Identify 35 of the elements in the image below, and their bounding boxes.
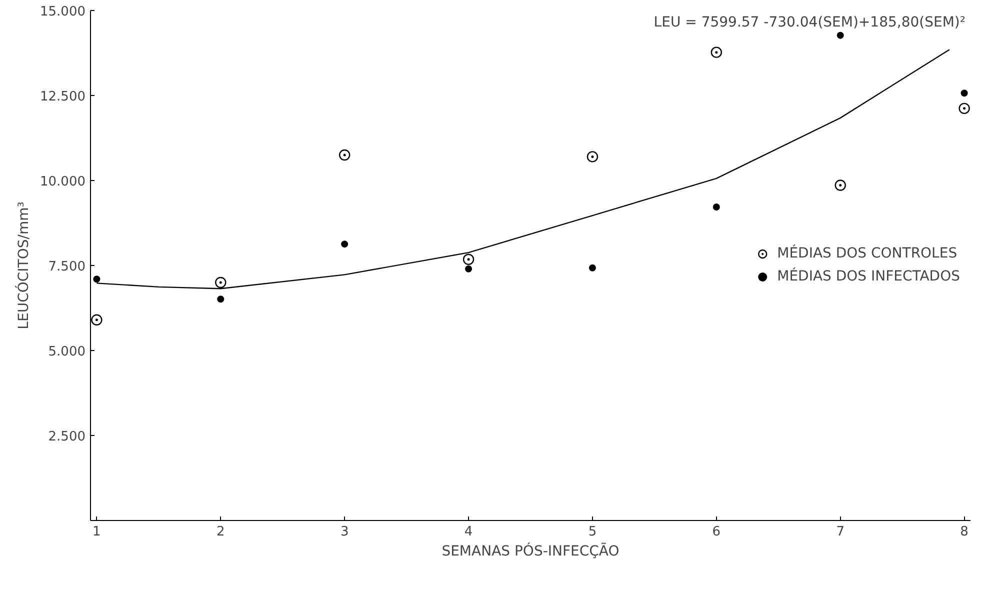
x-tick-label: 8 (960, 524, 968, 540)
x-tick-label: 4 (464, 524, 473, 540)
point (712, 204, 720, 211)
x-tick-label: 2 (216, 524, 225, 540)
x-tick-label: 3 (340, 524, 349, 540)
point (586, 151, 598, 162)
x-tick-label: 6 (712, 524, 721, 540)
y-tick-label: 10.000 (40, 174, 86, 190)
legend-label: MÉDIAS DOS INFECTADOS (777, 268, 960, 284)
y-tick-label: 7.500 (48, 260, 86, 274)
point (338, 149, 350, 161)
x-axis-title: SEMANAS PÓS-INFECÇÃO (442, 542, 620, 560)
x-tick-label: 1 (92, 524, 101, 540)
point (834, 180, 846, 191)
point (465, 265, 472, 272)
point (836, 32, 844, 39)
y-tick-label: 2.500 (48, 430, 86, 444)
point (960, 90, 968, 97)
point (215, 276, 226, 288)
x-tick-label: 5 (588, 524, 597, 540)
point (93, 276, 100, 283)
point (588, 264, 596, 272)
y-tick-label: 15.000 (40, 4, 86, 20)
y-tick-label: 12.500 (40, 90, 86, 104)
point (958, 102, 970, 114)
point (341, 240, 348, 248)
point (710, 46, 722, 58)
point (462, 254, 474, 265)
legend-label: MÉDIAS DOS CONTROLES (777, 246, 958, 262)
annotation: LEU = 7599.57 -730.04(SEM)+185,80(SEM)² (654, 14, 966, 30)
point (217, 296, 224, 303)
y-tick-label: 5.000 (48, 344, 86, 360)
x-tick-label: 7 (836, 524, 845, 540)
y-axis-title: LEUCÓCITOS/mm³ (15, 202, 32, 330)
point (91, 314, 102, 326)
